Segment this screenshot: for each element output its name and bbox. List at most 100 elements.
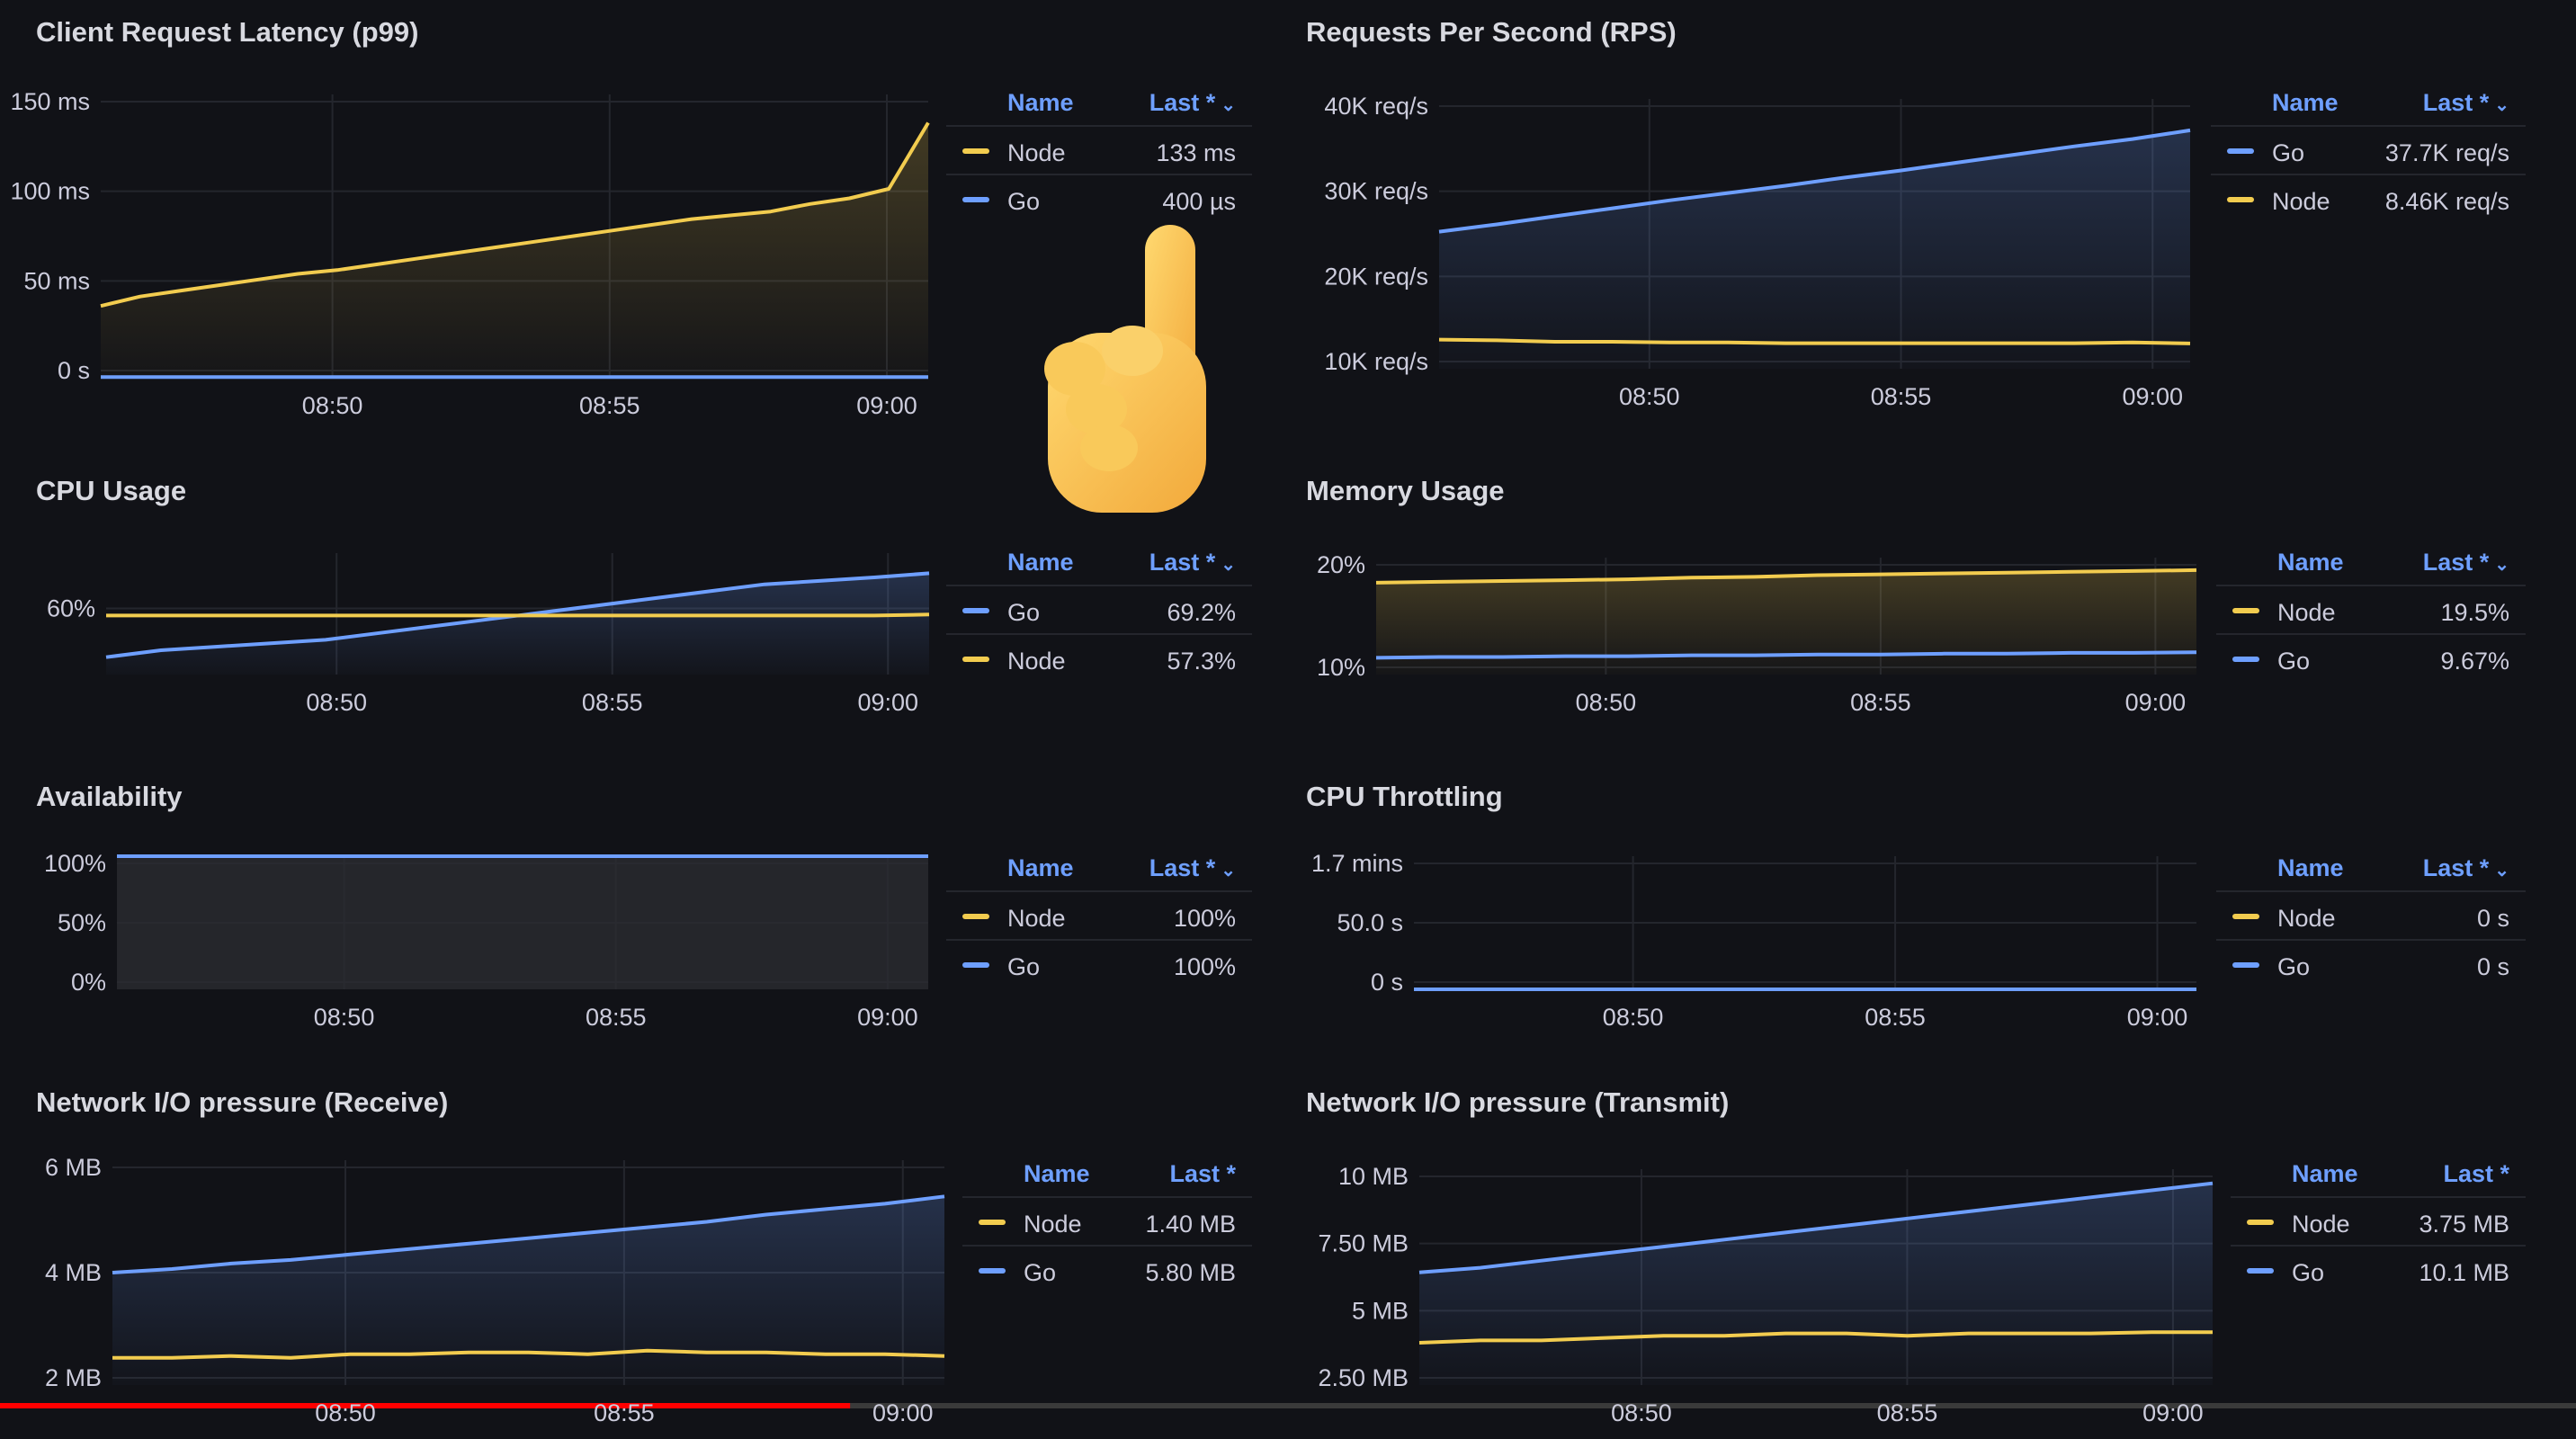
x-tick-label: 08:50	[302, 392, 363, 419]
series-line-node[interactable]	[112, 1348, 945, 1360]
panel-title[interactable]: Network I/O pressure (Transmit)	[1306, 1086, 1730, 1118]
legend-row-node[interactable]: Node 3.75 MB	[2231, 1196, 2526, 1247]
legend-row-go[interactable]: Go 37.7K req/s	[2211, 125, 2526, 175]
panel-title[interactable]: Client Request Latency (p99)	[36, 16, 419, 48]
series-line-node[interactable]	[1438, 337, 2191, 345]
legend-series-name: Go	[1007, 953, 1041, 980]
legend-name-header[interactable]: Name	[1007, 89, 1074, 116]
series-color-swatch	[2227, 148, 2254, 154]
legend-name-header[interactable]: Name	[2292, 1160, 2358, 1187]
panel-chart[interactable]: 20% 10% 08:50 08:55 09:00	[1196, 551, 2197, 728]
y-tick-label: 6 MB	[45, 1154, 102, 1181]
panel-chart[interactable]: 60% 08:50 08:55 09:00	[0, 553, 930, 728]
legend-name-header[interactable]: Name	[2277, 549, 2344, 576]
panel-chart[interactable]: 6 MB 4 MB 2 MB 08:50 08:55 09:00	[0, 1154, 945, 1439]
legend-series-name: Node	[2277, 905, 2336, 932]
series-line-go[interactable]	[1418, 1181, 2214, 1274]
panel-title[interactable]: CPU Throttling	[1306, 781, 1503, 812]
panel-title[interactable]: Memory Usage	[1306, 475, 1505, 506]
panel-chart[interactable]: 100% 50% 0% 08:50 08:55 09:00	[0, 850, 928, 1043]
series-color-swatch	[979, 1220, 1006, 1225]
legend-row-node[interactable]: Node 100%	[946, 890, 1252, 941]
legend-row-node[interactable]: Node 1.40 MB	[962, 1196, 1252, 1247]
series-line-node[interactable]	[1375, 568, 2197, 585]
chevron-down-icon: ⌄	[2494, 95, 2509, 115]
legend-header: Name Last *	[962, 1148, 1252, 1196]
series-area-go	[106, 573, 929, 675]
legend-row-go[interactable]: Go 5.80 MB	[962, 1245, 1252, 1295]
y-tick-label: 0%	[71, 969, 106, 996]
series-line-go[interactable]	[1438, 128, 2191, 234]
legend-name-header[interactable]: Name	[1007, 854, 1074, 881]
legend-row-node[interactable]: Node 133 ms	[946, 125, 1252, 175]
legend-sort-header[interactable]: Last *	[1169, 1160, 1236, 1188]
x-tick-label: 08:55	[1850, 689, 1911, 716]
y-tick-label: 50 ms	[23, 267, 90, 294]
series-line-go[interactable]	[1375, 650, 2197, 660]
legend-series-name: Go	[1007, 188, 1041, 215]
legend-row-go[interactable]: Go 9.67%	[2216, 633, 2526, 684]
series-line-go[interactable]	[112, 1194, 945, 1274]
series-line-node[interactable]	[100, 121, 930, 308]
series-color-swatch	[962, 962, 989, 968]
legend-name-header[interactable]: Name	[2277, 854, 2344, 881]
legend-row-node[interactable]: Node 19.5%	[2216, 585, 2526, 635]
legend-row-node[interactable]: Node 8.46K req/s	[2211, 174, 2526, 224]
legend-name-header[interactable]: Name	[1024, 1160, 1090, 1187]
legend-value-header: Last *	[1169, 1160, 1236, 1187]
panel-title[interactable]: Availability	[36, 781, 183, 812]
video-progress-bar[interactable]	[0, 1401, 2576, 1408]
panel-title[interactable]: Network I/O pressure (Receive)	[36, 1086, 449, 1118]
legend-row-go[interactable]: Go 100%	[946, 939, 1252, 989]
legend-sort-header[interactable]: Last *	[2443, 1160, 2509, 1188]
x-tick-label: 08:55	[579, 392, 640, 419]
series-line-node[interactable]	[106, 612, 930, 618]
legend-series-name: Node	[1024, 1211, 1082, 1238]
legend-row-go[interactable]: Go 0 s	[2216, 939, 2526, 989]
legend-series-name: Go	[2272, 139, 2305, 166]
series-color-swatch	[2247, 1268, 2274, 1274]
x-tick-label: 08:50	[1611, 1399, 1672, 1426]
legend-sort-header[interactable]: Last * ⌄	[1149, 89, 1236, 117]
x-tick-label: 09:00	[857, 689, 918, 716]
series-color-swatch	[962, 148, 989, 154]
panel-chart[interactable]: 10 MB 7.50 MB 5 MB 2.50 MB 08:50 08:55 09:00	[1239, 1163, 2214, 1439]
legend-series-value: 100%	[1173, 905, 1236, 932]
legend-name-header[interactable]: Name	[1007, 549, 1074, 576]
legend-header: Name Last * ⌄	[946, 76, 1252, 125]
legend-sort-header[interactable]: Last * ⌄	[2423, 89, 2509, 117]
legend-table: Name Last * Node 1.40 MB Go 5.80 MB	[962, 1148, 1252, 1300]
chevron-down-icon: ⌄	[1221, 555, 1236, 575]
series-line-node[interactable]	[1418, 1330, 2213, 1345]
legend-row-go[interactable]: Go 10.1 MB	[2231, 1245, 2526, 1295]
legend-sort-header[interactable]: Last * ⌄	[2423, 549, 2509, 576]
legend-sort-header[interactable]: Last * ⌄	[1149, 549, 1236, 576]
panel-title[interactable]: Requests Per Second (RPS)	[1306, 16, 1677, 48]
chevron-down-icon: ⌄	[2494, 861, 2509, 880]
legend-name-header[interactable]: Name	[2272, 89, 2339, 116]
legend-series-value: 100%	[1173, 953, 1236, 980]
legend-row-node[interactable]: Node 0 s	[2216, 890, 2526, 941]
pointing-up-hand-icon	[1044, 225, 1206, 513]
legend-row-node[interactable]: Node 57.3%	[946, 633, 1252, 684]
y-tick-label: 30K req/s	[1324, 178, 1428, 205]
x-tick-label: 08:50	[314, 1004, 375, 1031]
legend-row-go[interactable]: Go 400 µs	[946, 174, 1252, 224]
panel-chart[interactable]: 40K req/s 30K req/s 20K req/s 10K req/s 08:5…	[1259, 93, 2191, 423]
legend-sort-header[interactable]: Last * ⌄	[2423, 854, 2509, 882]
legend-series-name: Node	[1007, 905, 1066, 932]
y-tick-label: 50.0 s	[1337, 909, 1403, 936]
legend-table: Name Last * ⌄ Node 19.5% Go 9.67%	[2216, 536, 2526, 689]
legend-table: Name Last * ⌄ Node 133 ms Go 400 µs	[946, 76, 1252, 229]
legend-row-go[interactable]: Go 69.2%	[946, 585, 1252, 635]
legend-value-header: Last *	[1149, 89, 1216, 116]
panel-title[interactable]: CPU Usage	[36, 475, 187, 506]
panel-chart[interactable]: 150 ms 100 ms 50 ms 0 s 08:50 08:55 09:00	[0, 88, 930, 432]
panel-chart[interactable]: 1.7 mins 50.0 s 0 s 08:50 08:55 09:00	[1234, 850, 2196, 1043]
series-area-go	[1419, 1183, 2213, 1385]
legend-series-name: Node	[2277, 599, 2336, 626]
legend-sort-header[interactable]: Last * ⌄	[1149, 854, 1236, 882]
legend-table: Name Last * ⌄ Go 37.7K req/s Node 8.46K req/s	[2211, 76, 2526, 229]
legend-series-value: 1.40 MB	[1145, 1211, 1236, 1238]
y-tick-label: 100 ms	[10, 178, 90, 205]
